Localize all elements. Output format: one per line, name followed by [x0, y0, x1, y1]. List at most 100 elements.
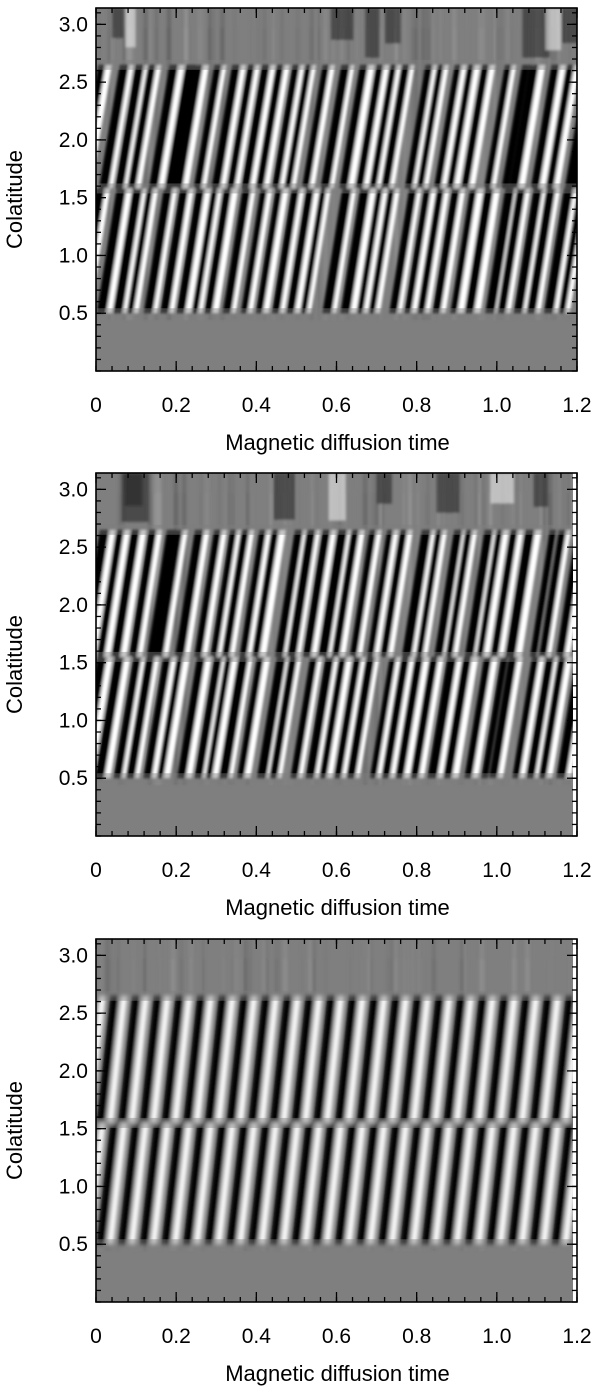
- wave-stripe-dark: [322, 188, 351, 314]
- streak: [514, 492, 518, 542]
- wave-stripe-light: [403, 656, 431, 779]
- streak: [498, 8, 504, 320]
- streak: [352, 492, 357, 542]
- streak: [510, 27, 514, 77]
- streak: [431, 958, 436, 1008]
- y-tick-label: 2.5: [59, 71, 88, 94]
- wave-stripe-light: [546, 656, 573, 779]
- wave-stripe-light: [169, 188, 195, 314]
- wave-stripe-light: [302, 1122, 323, 1245]
- wave-stripe-dark: [239, 529, 266, 657]
- wave-stripe-dark: [222, 188, 251, 314]
- wave-stripe-light: [515, 529, 542, 657]
- wave-stripe-dark: [139, 995, 163, 1123]
- streak: [269, 492, 273, 542]
- streak: [143, 27, 148, 77]
- streak: [558, 473, 561, 785]
- streak: [424, 958, 428, 1008]
- wave-stripe-dark: [172, 64, 203, 189]
- streak: [558, 492, 561, 542]
- wave-stripe-dark: [193, 64, 222, 189]
- streak: [147, 473, 151, 785]
- x-axis-title: Magnetic diffusion time: [225, 1361, 450, 1386]
- streak: [113, 958, 117, 1008]
- wave-stripe-dark: [404, 64, 433, 189]
- wave-stripe-light: [212, 188, 239, 314]
- x-tick-label: 0: [90, 859, 102, 882]
- streak: [378, 8, 383, 320]
- wave-stripe-dark: [416, 64, 444, 189]
- y-tick-label: 2.0: [59, 129, 88, 152]
- streak: [232, 492, 235, 542]
- wave-stripe-dark: [380, 64, 410, 189]
- wave-stripe-dark: [564, 115, 577, 189]
- x-tick-label: 1.0: [482, 394, 511, 417]
- wave-stripe-light: [453, 995, 475, 1123]
- streak: [116, 958, 120, 1008]
- streak: [426, 473, 428, 785]
- wave-stripe-light: [198, 188, 223, 314]
- streak: [481, 27, 486, 77]
- streak: [246, 492, 250, 542]
- wave-stripe-light: [410, 1122, 432, 1245]
- wave-stripe-dark: [320, 64, 350, 189]
- wave-stripe-light: [237, 995, 258, 1123]
- wave-stripe-light: [201, 64, 227, 189]
- streak: [437, 492, 441, 542]
- streak: [213, 27, 215, 77]
- streak: [261, 958, 266, 1008]
- wave-stripe-dark: [464, 1122, 488, 1245]
- streak: [386, 958, 389, 1008]
- wave-stripe-dark: [544, 188, 573, 314]
- streak: [431, 8, 436, 320]
- streak: [134, 958, 139, 1008]
- streak: [409, 27, 414, 77]
- streak: [569, 958, 573, 1008]
- wave-stripe-dark: [545, 64, 574, 189]
- streak: [371, 492, 376, 542]
- wave-stripe-dark: [340, 188, 370, 314]
- wave-stripe-dark: [508, 64, 538, 189]
- heatmap-image: [96, 939, 600, 1302]
- y-tick-label: 1.0: [59, 244, 88, 267]
- x-tick-label: 0.2: [162, 859, 191, 882]
- wave-stripe-dark: [556, 529, 577, 657]
- wave-stripe-dark: [595, 996, 600, 1123]
- polar-patch: [328, 473, 346, 521]
- wave-stripe-light: [258, 1122, 280, 1245]
- streak: [221, 958, 225, 1008]
- wave-stripe-dark: [96, 995, 120, 1123]
- streak: [298, 492, 301, 542]
- streak: [149, 27, 152, 77]
- wave-stripe-light: [280, 1122, 301, 1245]
- wave-stripe-light: [491, 64, 517, 189]
- streak: [178, 492, 182, 542]
- wave-stripe-dark: [126, 188, 153, 314]
- streak: [279, 27, 285, 77]
- wave-stripe-dark: [96, 529, 109, 610]
- streak: [404, 492, 410, 542]
- band-edge-fades: [96, 524, 577, 784]
- wave-stripe-light: [247, 188, 273, 314]
- streak: [562, 492, 567, 542]
- wave-stripe-light: [418, 656, 445, 779]
- wave-stripe-dark: [486, 1122, 510, 1245]
- wave-stripe-dark: [96, 529, 124, 657]
- streak: [567, 492, 570, 542]
- wave-stripe-dark: [114, 64, 144, 189]
- wave-stripe-dark: [318, 656, 346, 779]
- wave-stripe-light: [518, 995, 540, 1123]
- streak: [488, 492, 493, 542]
- polar-patch: [533, 473, 549, 507]
- wave-stripe-dark: [299, 188, 326, 314]
- streak: [175, 473, 179, 785]
- streak: [454, 473, 459, 785]
- wave-stripe-dark: [129, 529, 157, 657]
- wave-stripe-light: [215, 1122, 236, 1245]
- streak: [403, 958, 406, 1008]
- wave-stripe-light: [388, 1122, 410, 1245]
- wave-stripe-light: [158, 64, 185, 189]
- wave-stripe-dark: [367, 529, 393, 657]
- streak: [232, 27, 237, 77]
- wave-stripe-light: [259, 529, 286, 657]
